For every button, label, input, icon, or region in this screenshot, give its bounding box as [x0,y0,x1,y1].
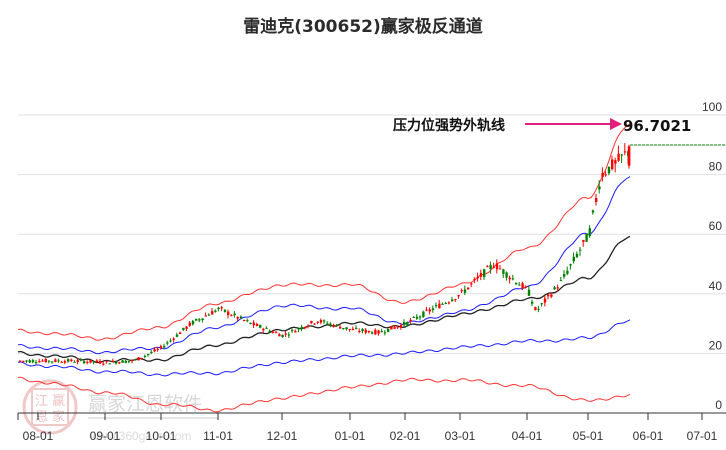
x-tick-label: 12-01 [267,429,298,443]
x-tick-label: 07-01 [687,429,718,443]
x-tick-label: 03-01 [445,429,476,443]
middle-line [17,235,631,364]
candlesticks [19,143,631,366]
watermark-text: 赢家江恩软件 [88,393,202,415]
svg-text:赢: 赢 [52,393,65,409]
outer-upper-band [17,123,631,341]
y-tick-label: 60 [709,219,723,233]
y-tick-label: 40 [709,279,723,293]
annotation-value: 96.7021 [623,117,691,135]
inner-lower-band [17,319,631,377]
x-tick-label: 10-01 [146,429,177,443]
x-tick-label: 01-01 [335,429,366,443]
y-tick-label: 80 [709,160,723,174]
svg-text:家: 家 [52,409,65,425]
y-axis-labels: 0 20 40 60 80 100 [702,100,722,412]
x-axis-ticks: 08-01 09-01 10-01 11-01 12-01 01-01 02-01 03-01… [17,413,718,443]
x-tick-label: 06-01 [633,429,664,443]
channel-bands [17,123,631,413]
resistance-annotation: 压力位强势外轨线 96.7021 [393,117,691,135]
y-tick-label: 20 [709,338,723,352]
svg-text:江: 江 [35,394,48,409]
outer-lower-band [17,376,631,413]
watermark-seal-icon [22,379,78,435]
x-tick-label: 05-01 [573,429,604,443]
x-tick-label: 09-01 [90,429,121,443]
x-tick-label: 04-01 [512,429,543,443]
chart-title: 雷迪克(300652)赢家极反通道 [243,17,483,37]
watermark-url: www.360gann.com [89,429,191,443]
inner-upper-band [17,176,631,355]
x-tick-label: 08-01 [23,429,54,443]
arrow-right-icon [610,118,622,130]
grid-lines [18,114,726,354]
x-tick-label: 02-01 [390,429,421,443]
y-tick-label: 100 [702,100,722,114]
svg-text:恩: 恩 [35,410,48,425]
y-tick-label: 0 [715,398,722,412]
watermark: 江 赢 恩 家 赢家江恩软件 www.360gann.com [22,379,218,443]
x-tick-label: 11-01 [203,429,233,443]
annotation-label: 压力位强势外轨线 [393,117,505,134]
